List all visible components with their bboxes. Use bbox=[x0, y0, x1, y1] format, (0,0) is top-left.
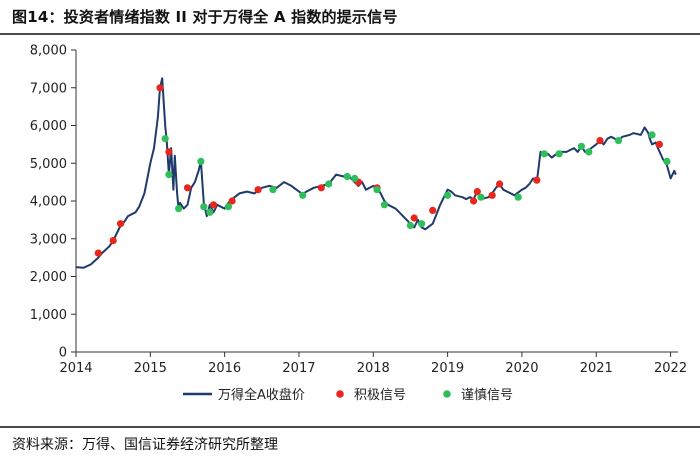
positive-signal-point bbox=[496, 180, 504, 188]
caution-signal-point bbox=[555, 150, 563, 158]
legend-label-caution: 谨慎信号 bbox=[461, 388, 513, 403]
caution-signal-point bbox=[343, 172, 351, 181]
x-tick-label: 2022 bbox=[654, 361, 687, 376]
legend-label-index: 万得全A收盘价 bbox=[218, 387, 305, 403]
positive-signal-point bbox=[596, 137, 604, 145]
caution-signal-point bbox=[197, 157, 205, 165]
y-tick-label: 6,000 bbox=[30, 119, 67, 134]
positive-signal-point bbox=[183, 184, 192, 192]
caution-signal-point bbox=[224, 203, 232, 211]
caution-signal-point bbox=[165, 171, 173, 179]
chart-title: 图14：投资者情绪指数 II 对于万得全 A 指数的提示信号 bbox=[12, 8, 398, 26]
x-tick-label: 2016 bbox=[208, 361, 241, 376]
positive-signal-point bbox=[165, 148, 173, 156]
positive-signal-point bbox=[94, 249, 102, 257]
caution-signal-point bbox=[444, 191, 452, 199]
y-tick-label: 8,000 bbox=[30, 44, 67, 59]
x-tick-label: 2020 bbox=[505, 361, 538, 376]
x-tick-label: 2018 bbox=[357, 361, 390, 376]
caution-signal-point bbox=[200, 203, 208, 211]
positive-signal-point bbox=[473, 188, 481, 196]
positive-signal-point bbox=[228, 197, 236, 205]
y-tick-label: 1,000 bbox=[30, 308, 67, 323]
caution-signal-point bbox=[614, 137, 623, 145]
source-note: 资料来源：万得、国信证券经济研究所整理 bbox=[12, 437, 278, 453]
x-tick-label: 2015 bbox=[134, 361, 167, 376]
plot-area bbox=[75, 77, 677, 269]
positive-signal-point bbox=[533, 176, 541, 184]
legend-swatch-caution bbox=[443, 390, 451, 398]
positive-signal-point bbox=[109, 237, 117, 245]
positive-signal-point bbox=[209, 201, 218, 209]
bottom-rule bbox=[0, 426, 700, 428]
caution-signal-point bbox=[477, 193, 485, 201]
y-tick-label: 7,000 bbox=[30, 81, 67, 96]
caution-signal-point bbox=[540, 150, 548, 158]
chart-axes: 0 1,000 2,000 3,000 4,000 5,000 6,000 7,000 8,00… bbox=[30, 44, 687, 377]
caution-signal-point bbox=[175, 205, 183, 213]
caution-signal-point bbox=[380, 201, 388, 209]
top-rule bbox=[0, 33, 700, 35]
y-tick-label: 3,000 bbox=[30, 232, 67, 247]
positive-signal-point bbox=[117, 220, 125, 228]
caution-signal-point bbox=[663, 157, 671, 165]
caution-signal-point bbox=[373, 186, 381, 194]
caution-signal-point bbox=[351, 174, 359, 182]
chart-legend: 万得全A收盘价 积极信号 谨慎信号 bbox=[183, 387, 513, 403]
x-tick-label: 2014 bbox=[59, 361, 92, 376]
caution-signal-point bbox=[514, 193, 522, 201]
caution-signal-point bbox=[418, 220, 426, 228]
caution-signal-point bbox=[648, 131, 656, 139]
positive-signal-point bbox=[470, 197, 478, 205]
caution-signal-point bbox=[585, 148, 593, 156]
positive-signal-point bbox=[655, 140, 664, 148]
y-tick-label: 4,000 bbox=[30, 195, 67, 210]
positive-signal-point bbox=[156, 84, 164, 92]
legend-label-positive: 积极信号 bbox=[354, 388, 406, 403]
caution-signal-point bbox=[406, 221, 414, 230]
caution-signal-point bbox=[161, 135, 169, 143]
positive-signal-point bbox=[317, 184, 325, 192]
caution-signal-point bbox=[206, 208, 214, 216]
x-tick-label: 2017 bbox=[282, 361, 315, 376]
legend-swatch-positive bbox=[336, 390, 344, 398]
positive-signal-point bbox=[429, 206, 437, 214]
positive-signal-point bbox=[410, 214, 418, 222]
caution-signal-point bbox=[325, 180, 333, 188]
caution-signal-point bbox=[269, 186, 277, 194]
x-tick-label: 2021 bbox=[580, 361, 613, 376]
y-tick-label: 2,000 bbox=[30, 270, 67, 285]
positive-signal-point bbox=[488, 191, 496, 199]
x-tick-label: 2019 bbox=[431, 361, 464, 376]
y-tick-label: 5,000 bbox=[30, 157, 67, 172]
y-tick-label: 0 bbox=[59, 346, 67, 361]
caution-signal-point bbox=[577, 142, 586, 150]
positive-signal-point bbox=[254, 186, 262, 194]
caution-signal-point bbox=[299, 191, 307, 199]
